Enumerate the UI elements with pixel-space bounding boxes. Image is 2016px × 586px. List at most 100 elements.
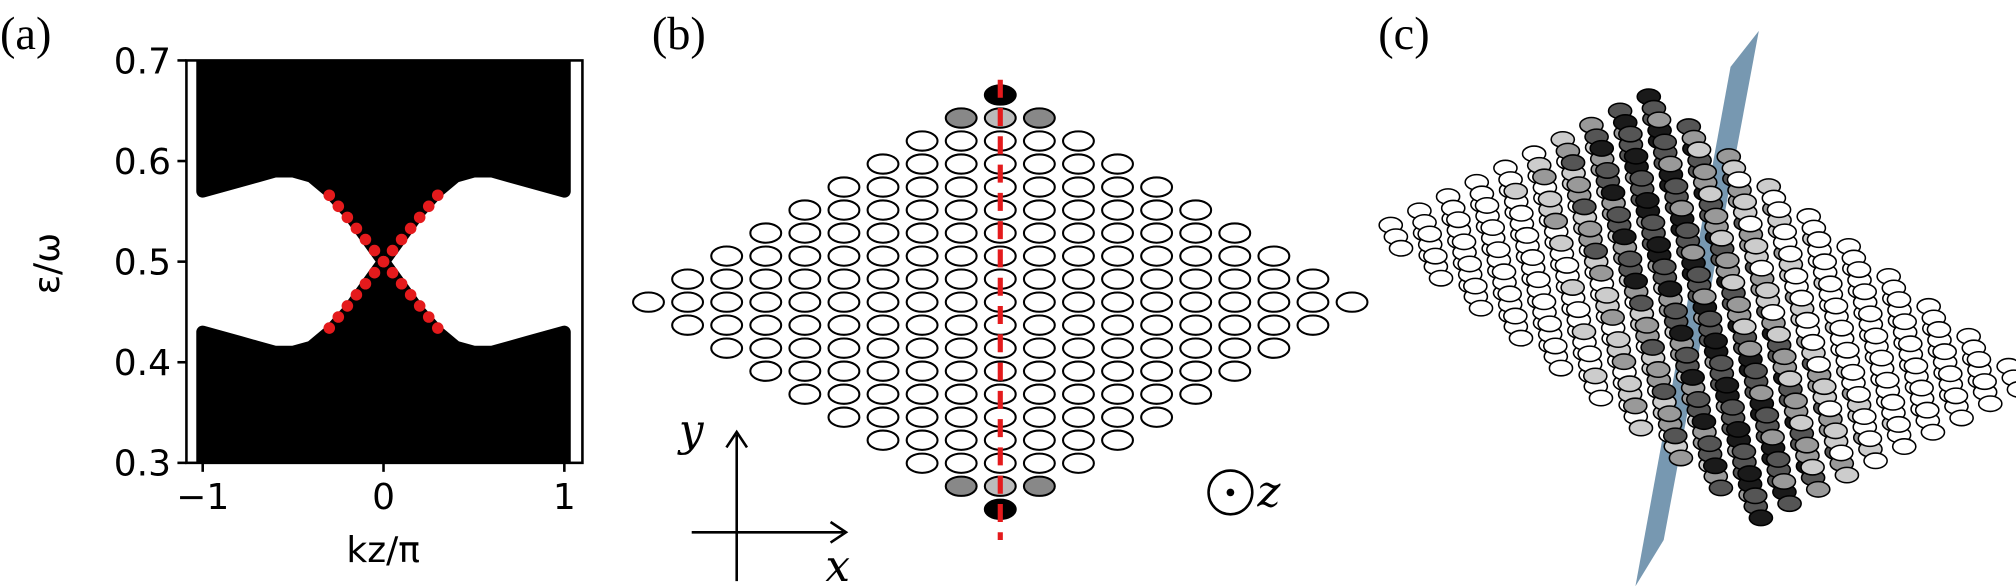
site [1566, 176, 1592, 194]
site [1662, 427, 1688, 445]
site [1937, 365, 1963, 383]
arrow-head [725, 429, 749, 449]
site [1886, 291, 1912, 309]
site [1846, 261, 1872, 279]
site [1531, 293, 1557, 311]
site [1101, 153, 1134, 175]
site [905, 153, 939, 175]
site [866, 245, 900, 267]
site [1565, 301, 1591, 319]
site [1514, 226, 1540, 244]
site [1702, 457, 1728, 475]
site [1697, 310, 1723, 328]
site [1720, 398, 1745, 416]
surface-state-point [350, 222, 363, 235]
site [1828, 444, 1854, 462]
site [1909, 379, 1934, 397]
site [1257, 337, 1291, 359]
surface-state-point [395, 277, 408, 290]
site [944, 176, 978, 198]
site [1061, 222, 1095, 244]
site [1520, 249, 1546, 267]
site [1777, 245, 1803, 263]
site [1805, 480, 1831, 498]
site [1760, 303, 1786, 321]
site [1709, 229, 1735, 247]
site [1891, 438, 1917, 456]
site [1218, 268, 1252, 290]
site [866, 360, 900, 382]
site [1101, 360, 1134, 382]
site [1022, 314, 1056, 336]
site [1022, 452, 1056, 474]
site [1554, 256, 1580, 274]
site [1061, 291, 1095, 313]
site [1457, 255, 1483, 273]
site [1646, 236, 1672, 254]
site [1788, 414, 1814, 432]
site [1022, 360, 1056, 382]
site [1742, 487, 1768, 505]
site [1800, 333, 1826, 351]
site [944, 452, 978, 474]
site [1840, 363, 1866, 381]
site [866, 222, 900, 244]
site [1462, 277, 1488, 295]
surface-state-point [422, 200, 435, 213]
site [1777, 370, 1803, 388]
site [1720, 273, 1746, 291]
site [1812, 253, 1838, 271]
site [1022, 199, 1056, 221]
site [1977, 395, 2003, 413]
site [1588, 389, 1614, 407]
site [1823, 297, 1849, 315]
site [1335, 291, 1369, 313]
site [1783, 392, 1808, 410]
surface-state-point [431, 189, 444, 202]
site [1101, 406, 1134, 428]
site [1817, 275, 1843, 293]
site [1743, 362, 1768, 380]
site [1218, 337, 1252, 359]
site [1257, 268, 1291, 290]
x-tick-label: 0 [372, 477, 395, 518]
site [1806, 231, 1832, 249]
site [1532, 168, 1557, 186]
site [1663, 177, 1689, 195]
site [1101, 291, 1134, 313]
site [1491, 263, 1517, 281]
site [866, 176, 900, 198]
site [710, 337, 744, 359]
y-tick-label: 0.3 [114, 444, 171, 485]
site [1640, 214, 1666, 232]
plot-area [196, 60, 571, 463]
site [827, 383, 861, 405]
site [749, 245, 783, 267]
site [1595, 161, 1620, 179]
site [1560, 278, 1586, 296]
lattice [632, 84, 1369, 520]
site [1914, 401, 1940, 419]
site [1140, 383, 1174, 405]
site [1417, 225, 1443, 243]
site [671, 314, 705, 336]
site [827, 291, 861, 313]
site [1571, 323, 1597, 341]
surface-state-point [413, 211, 426, 224]
site [788, 268, 822, 290]
surface-state-point [377, 255, 390, 268]
site [1754, 281, 1780, 299]
site [1257, 314, 1291, 336]
site [1817, 400, 1843, 418]
site [1022, 153, 1056, 175]
site [1606, 206, 1632, 224]
site [1657, 280, 1683, 298]
surface-state-point [368, 266, 381, 279]
site [905, 268, 939, 290]
site [1829, 319, 1854, 337]
surface-state-point [404, 289, 417, 301]
site [1428, 269, 1454, 287]
site [1737, 340, 1763, 358]
site [1628, 419, 1654, 437]
